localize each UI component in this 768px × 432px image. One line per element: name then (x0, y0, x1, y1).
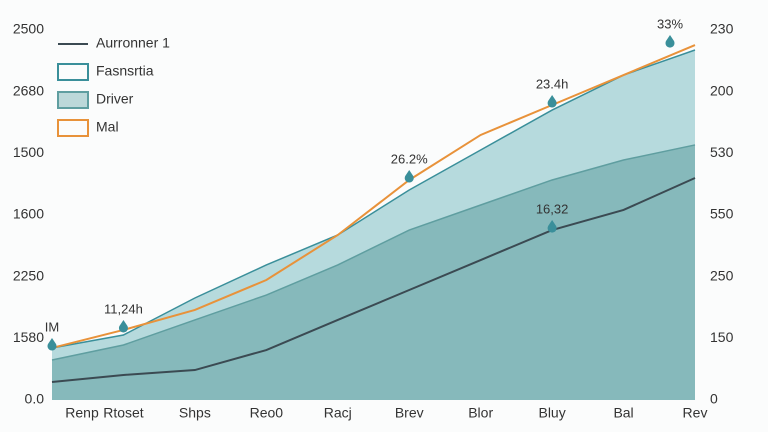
annotation-marker (118, 319, 128, 333)
legend-swatch (57, 91, 89, 109)
line (51, 177, 696, 383)
x-tick-label: Shps (179, 405, 211, 421)
x-tick-label: Bal (613, 405, 633, 421)
y-tick-label: 1600 (13, 206, 44, 222)
x-tick-label: Racj (324, 405, 352, 421)
x-tick-label: Renp (65, 405, 99, 421)
annotation: 23.4h (536, 76, 569, 91)
area (52, 144, 695, 400)
y-tick-label: 1500 (13, 144, 44, 160)
annotation: IM (45, 319, 59, 334)
legend-label: Driver (96, 91, 134, 107)
line (51, 44, 696, 349)
y-tick-label: 1580 (13, 329, 44, 345)
x-tick-label: Rev (683, 405, 708, 421)
y2-tick-label: 200 (710, 82, 734, 98)
legend-swatch (57, 63, 89, 81)
legend-label: Fasnsrtia (96, 63, 154, 79)
annotation-marker (547, 94, 557, 108)
y-tick-label: 2680 (13, 82, 44, 98)
y2-tick-label: 230 (710, 21, 734, 37)
annotation-marker (547, 220, 557, 233)
x-tick-label: Rtoset (103, 405, 144, 421)
area-edge (51, 49, 696, 349)
legend-label: Aurronner 1 (96, 35, 170, 51)
annotation: 16,32 (536, 201, 569, 216)
annotation-marker (404, 169, 414, 183)
y-tick-label: 2250 (13, 267, 44, 283)
legend-swatch (57, 119, 89, 137)
x-tick-label: Blor (468, 405, 493, 421)
annotation-marker (665, 35, 675, 48)
annotation: 11,24h (104, 301, 143, 316)
x-tick-label: Brev (395, 405, 424, 421)
area-edge (51, 144, 696, 361)
y2-tick-label: 250 (710, 267, 734, 283)
annotation-marker (47, 337, 57, 351)
y2-tick-label: 0 (710, 391, 718, 407)
annotation: 26.2% (391, 151, 428, 166)
y-tick-label: 2500 (13, 21, 44, 37)
x-tick-label: Bluy (538, 405, 565, 421)
legend-label: Mal (96, 119, 119, 135)
y2-tick-label: 530 (710, 144, 734, 160)
y-tick-label: 0.0 (25, 391, 45, 407)
y2-tick-label: 150 (710, 329, 734, 345)
x-tick-label: Reo0 (250, 405, 284, 421)
y2-tick-label: 550 (710, 206, 734, 222)
annotation: 33% (657, 16, 683, 31)
